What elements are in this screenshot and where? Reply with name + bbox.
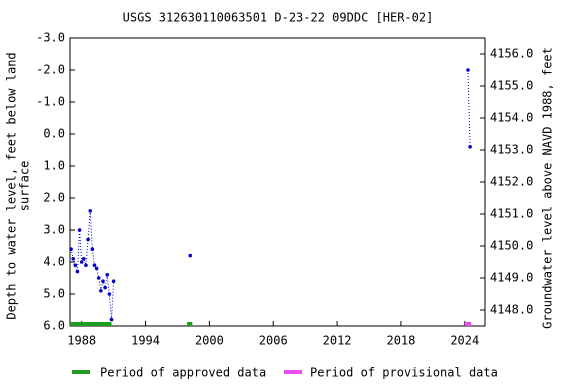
data-point xyxy=(188,253,193,258)
y-axis-label: surface xyxy=(18,161,32,212)
data-point xyxy=(86,237,90,242)
data-point xyxy=(107,292,112,296)
y2-tick-label: 4151.0 xyxy=(490,207,533,221)
data-point xyxy=(468,145,472,149)
y-axis-label: Depth to water level, feet below land xyxy=(5,52,19,319)
x-tick-label: 1994 xyxy=(131,334,160,348)
series-line xyxy=(70,69,471,320)
y-tick-label: 1.0 xyxy=(43,159,65,173)
data-point xyxy=(77,228,82,232)
x-tick-label: 1988 xyxy=(67,334,96,348)
y-tick-label: -1.0 xyxy=(36,95,65,109)
y2-tick-label: 4152.0 xyxy=(490,175,533,189)
data-point xyxy=(101,279,105,284)
data-point xyxy=(94,266,99,271)
y2-tick-label: 4148.0 xyxy=(490,303,533,317)
legend-label: Period of approved data xyxy=(100,366,266,380)
data-point xyxy=(109,317,114,322)
data-point xyxy=(79,260,84,264)
period-bar xyxy=(464,322,472,326)
data-point xyxy=(73,263,78,268)
data-point xyxy=(466,68,470,72)
y2-tick-label: 4156.0 xyxy=(490,47,533,61)
data-point xyxy=(84,263,88,268)
data-point xyxy=(90,247,95,251)
y2-axis-label: Groundwater level above NAVD 1988, feet xyxy=(541,47,555,329)
data-point xyxy=(92,263,97,268)
legend-swatch xyxy=(284,370,302,374)
period-bar xyxy=(70,322,112,326)
y-tick-label: 0.0 xyxy=(43,127,65,141)
y2-tick-label: 4149.0 xyxy=(490,271,533,285)
chart-title: USGS 312630110063501 D-23-22 09DDC [HER-… xyxy=(123,11,434,25)
x-tick-label: 2000 xyxy=(195,334,224,348)
x-tick-label: 2012 xyxy=(323,334,352,348)
data-point xyxy=(69,247,73,251)
data-point xyxy=(88,209,93,213)
y-tick-label: 4.0 xyxy=(43,255,65,269)
data-point xyxy=(96,276,101,280)
y-tick-label: 3.0 xyxy=(43,223,65,237)
data-point xyxy=(103,285,107,290)
y-tick-label: 2.0 xyxy=(43,191,65,205)
data-point xyxy=(105,273,110,277)
legend-label: Period of provisional data xyxy=(310,366,498,380)
y-tick-label: 6.0 xyxy=(43,319,65,333)
y2-tick-label: 4154.0 xyxy=(490,111,533,125)
data-point xyxy=(99,289,103,293)
y-tick-label: -3.0 xyxy=(36,31,65,45)
x-tick-label: 2006 xyxy=(259,334,288,348)
data-point xyxy=(75,269,80,274)
x-tick-label: 2018 xyxy=(386,334,415,348)
plot-frame xyxy=(69,37,486,327)
y2-tick-label: 4153.0 xyxy=(490,143,533,157)
y2-tick-label: 4155.0 xyxy=(490,79,533,93)
x-tick-label: 2024 xyxy=(450,334,479,348)
y2-tick-label: 4150.0 xyxy=(490,239,533,253)
data-point xyxy=(111,279,116,284)
period-bar xyxy=(187,322,193,326)
y-tick-label: -2.0 xyxy=(36,63,65,77)
legend-swatch xyxy=(72,370,90,374)
data-point xyxy=(82,257,86,261)
y-tick-label: 5.0 xyxy=(43,287,65,301)
data-point xyxy=(71,257,75,261)
